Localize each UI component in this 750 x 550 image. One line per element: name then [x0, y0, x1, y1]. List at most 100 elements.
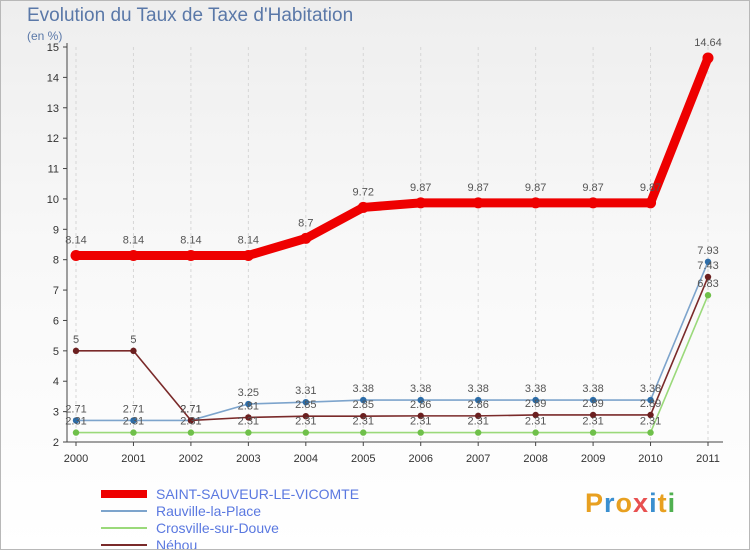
- brand-letter: i: [649, 488, 658, 518]
- data-point: [72, 347, 80, 355]
- data-label: 3.38: [640, 383, 661, 395]
- legend-item-nehou: Néhou: [101, 537, 401, 549]
- brand-logo: Proxiti: [585, 488, 676, 519]
- data-label: 8.7: [298, 217, 313, 229]
- legend-swatch: [101, 544, 147, 546]
- data-point: [647, 429, 654, 436]
- data-point: [530, 197, 542, 209]
- chart-title: Evolution du Taux de Taxe d'Habitation: [27, 5, 354, 26]
- data-label: 2.31: [410, 416, 431, 428]
- data-label: 9.72: [353, 186, 374, 198]
- data-label: 2.31: [353, 416, 374, 428]
- data-point: [702, 52, 714, 64]
- data-point: [587, 197, 599, 209]
- y-tick-label: 4: [53, 376, 59, 388]
- data-label: 2.31: [295, 416, 316, 428]
- data-point: [472, 197, 484, 209]
- data-point: [130, 347, 137, 355]
- series-line-0: [71, 53, 713, 260]
- data-label: 2.71: [65, 403, 86, 415]
- data-point: [589, 429, 597, 436]
- y-tick-label: 6: [53, 315, 59, 327]
- data-label: 8.14: [238, 234, 259, 246]
- legend-swatch: [101, 510, 147, 512]
- legend-swatch: [101, 527, 147, 529]
- data-point: [127, 249, 139, 261]
- data-label: 9.87: [640, 182, 661, 194]
- data-point: [417, 429, 424, 436]
- brand-letter: x: [633, 488, 650, 518]
- data-point: [72, 417, 80, 424]
- data-point: [70, 249, 82, 261]
- data-point: [474, 429, 482, 436]
- data-label: 9.87: [582, 182, 603, 194]
- x-tick-label: 2010: [638, 453, 662, 465]
- data-label: 3.38: [353, 383, 374, 395]
- x-tick-label: 2009: [581, 453, 605, 465]
- data-label: 3.38: [410, 383, 431, 395]
- data-label: 2.86: [467, 399, 488, 411]
- data-point: [360, 412, 367, 420]
- data-point: [245, 400, 252, 408]
- data-point: [300, 232, 312, 244]
- data-label: 9.87: [410, 182, 431, 194]
- data-label: 2.71: [123, 403, 144, 415]
- data-point: [187, 417, 195, 424]
- data-label: 3.25: [238, 387, 259, 399]
- y-tick-label: 7: [53, 285, 59, 297]
- x-tick-label: 2001: [121, 453, 145, 465]
- data-point: [647, 396, 654, 404]
- brand-letter: r: [604, 488, 616, 518]
- data-point: [589, 396, 597, 404]
- data-label: 2.89: [525, 398, 546, 410]
- brand-letter: P: [585, 488, 605, 518]
- data-label: 9.87: [525, 182, 546, 194]
- x-tick-label: 2000: [64, 453, 88, 465]
- data-label: 2.31: [238, 416, 259, 428]
- data-label: 5: [73, 334, 79, 346]
- data-label: 8.14: [65, 234, 86, 246]
- series-line-3: [75, 276, 709, 422]
- data-point: [72, 429, 80, 436]
- data-label: 2.89: [640, 398, 661, 410]
- data-point: [130, 417, 137, 424]
- data-point: [360, 396, 367, 404]
- data-point: [242, 249, 254, 261]
- brand-letter: t: [657, 488, 668, 518]
- data-label: 7.43: [697, 260, 718, 272]
- x-tick-label: 2007: [466, 453, 490, 465]
- y-tick-label: 2: [53, 437, 59, 449]
- data-label: 2.31: [65, 416, 86, 428]
- legend: SAINT-SAUVEUR-LE-VICOMTE Rauville-la-Pla…: [101, 486, 401, 549]
- data-point: [187, 429, 195, 436]
- data-point: [645, 197, 657, 209]
- data-point: [302, 429, 310, 436]
- x-tick-label: 2006: [408, 453, 432, 465]
- data-label: 2.31: [180, 416, 201, 428]
- data-label: 14.64: [694, 37, 722, 49]
- data-point: [647, 411, 654, 419]
- x-tick-label: 2005: [351, 453, 375, 465]
- legend-label: Crosville-sur-Douve: [156, 520, 279, 536]
- legend-item-crosville: Crosville-sur-Douve: [101, 520, 401, 537]
- data-point: [245, 414, 252, 421]
- data-point: [532, 429, 539, 436]
- data-point: [130, 429, 137, 436]
- x-tick-label: 2008: [523, 453, 547, 465]
- data-point: [474, 412, 482, 420]
- y-tick-label: 10: [47, 194, 59, 206]
- y-tick-label: 12: [47, 133, 59, 145]
- data-label: 8.14: [123, 234, 144, 246]
- data-point: [417, 396, 424, 404]
- data-label: 3.38: [467, 383, 488, 395]
- data-point: [704, 292, 712, 299]
- data-point: [245, 429, 252, 436]
- legend-item-saint-sauveur: SAINT-SAUVEUR-LE-VICOMTE: [101, 486, 401, 503]
- x-tick-label: 2004: [294, 453, 318, 465]
- data-label: 2.71: [180, 403, 201, 415]
- data-label: 2.86: [410, 399, 431, 411]
- data-label: 5: [130, 334, 136, 346]
- data-label: 3.38: [525, 383, 546, 395]
- y-tick-label: 15: [47, 42, 59, 54]
